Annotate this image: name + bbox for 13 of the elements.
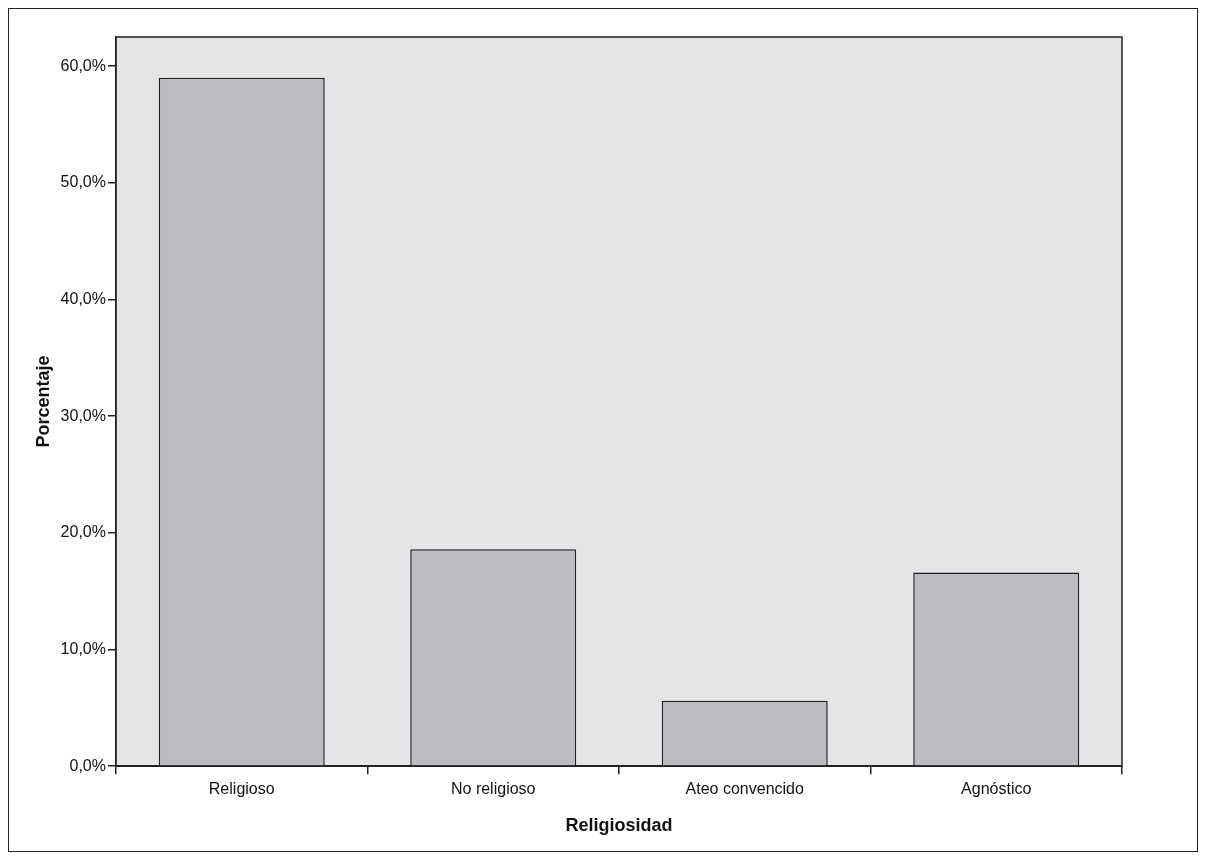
y-tick-label: 50,0% [60,173,106,191]
x-tick-label: No religioso [450,780,536,798]
y-tick-label: 60,0% [60,56,106,74]
x-axis-title: Religiosidad [565,815,673,836]
y-tick-label: 40,0% [60,289,106,307]
x-tick-label: Agnóstico [961,780,1032,798]
x-tick-label: Religioso [208,780,275,798]
x-tick-label: Ateo convencido [685,780,804,798]
y-tick-label: 30,0% [60,406,106,424]
y-tick-label: 0,0% [69,756,106,774]
y-tick-label: 10,0% [60,639,106,657]
y-tick-label: 20,0% [60,523,106,541]
y-axis-title: Porcentaje [32,355,53,448]
